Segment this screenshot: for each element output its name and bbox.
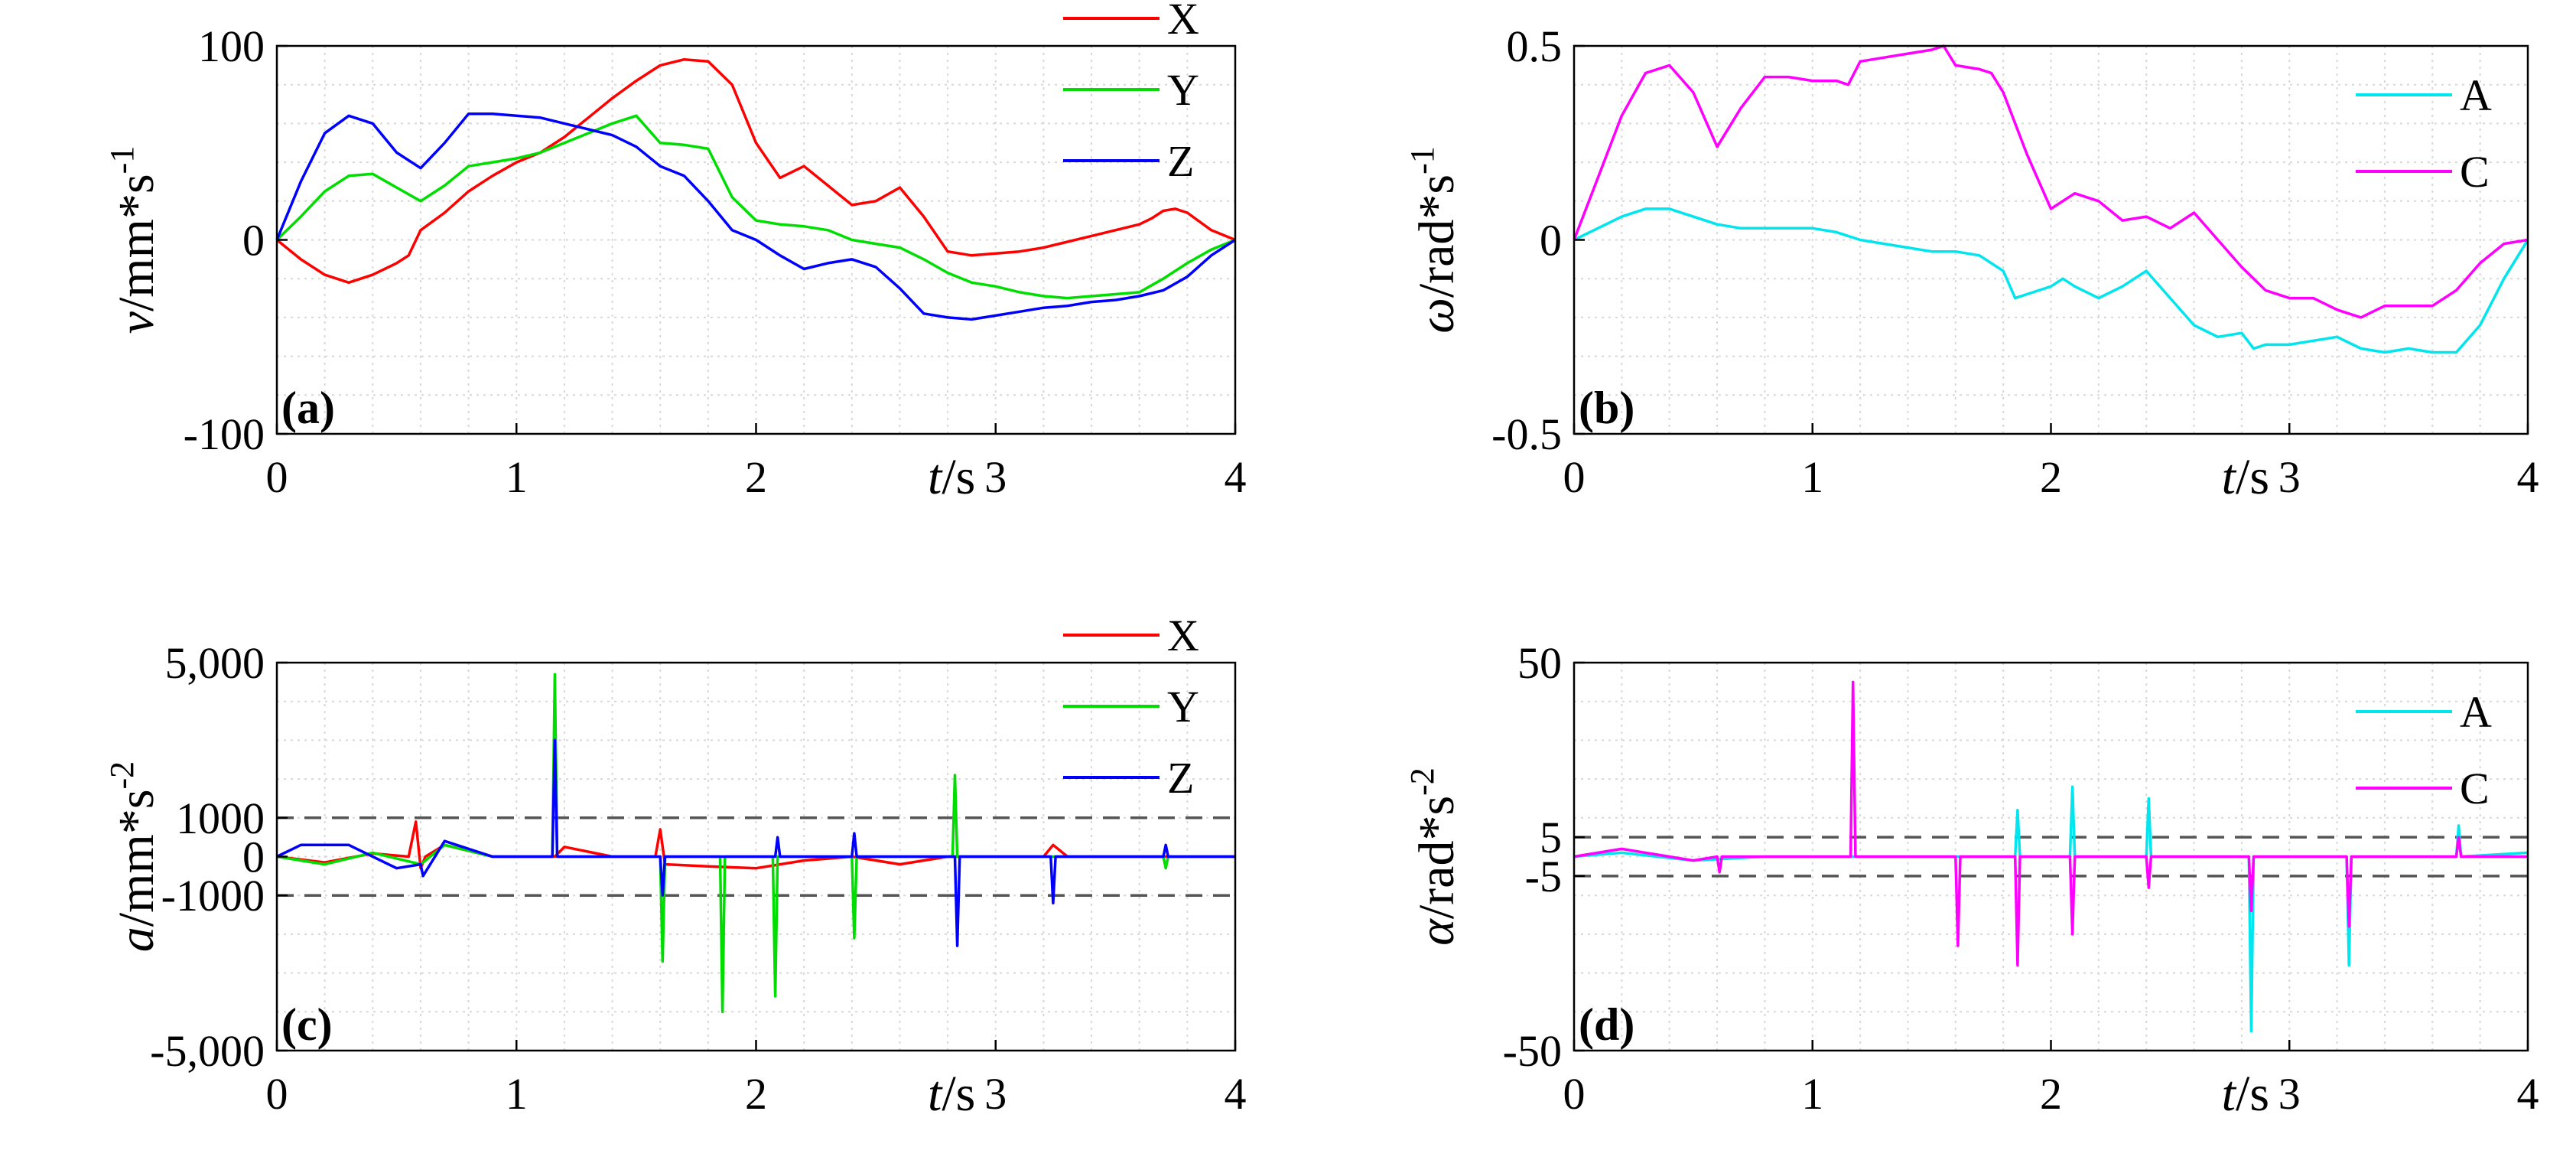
series-line-c [1573,44,2529,319]
y-tick-label: 5 [1540,813,1562,862]
chart-panel-c: 0 1 2 3 45,00010000-1000-5,000t/sa/mm*s-2(c)… [103,611,1247,1122]
x-tick-label: 0 [1563,1069,1586,1119]
legend-label-x: X [1167,611,1199,660]
x-tick-label: 3 [984,452,1007,502]
x-axis-label: t/s [2222,1066,2269,1122]
x-tick-label: 3 [2278,1069,2301,1119]
x-tick-label: 2 [2040,452,2062,502]
series-line-x [275,57,1236,285]
y-tick-label: -0.5 [1491,409,1562,459]
legend-label-z: Z [1167,753,1194,803]
y-axis-label-unit: /mm*s [109,174,164,311]
y-tick-label: 0 [242,833,265,882]
panel-label: (c) [281,999,333,1050]
y-axis-label-var: α [1409,918,1465,946]
x-axis-label-var: t [2222,1066,2237,1122]
y-tick-label: 50 [1517,638,1562,688]
series-line-x [276,820,1235,870]
y-tick-label: 0 [1540,216,1562,266]
x-tick-label: 3 [984,1069,1007,1119]
x-tick-label: 4 [2517,1069,2539,1119]
y-tick-label: -5 [1525,852,1562,901]
x-tick-label: 0 [1563,452,1586,502]
series-line-a [1573,207,2529,354]
x-axis-label-unit: /s [2236,449,2269,505]
x-axis-label-unit: /s [942,1066,975,1122]
y-tick-label: -5,000 [150,1026,265,1076]
legend-label-c: C [2460,147,2490,197]
series-line-z [276,738,1235,947]
y-axis-label-var: ω [1409,298,1465,334]
x-axis-label: t/s [928,1066,975,1122]
y-tick-label: 0 [242,216,265,266]
series-line-c [1573,680,2528,967]
y-tick-label: -1000 [161,871,265,921]
x-tick-label: 1 [1801,1069,1823,1119]
x-axis-label: t/s [2222,449,2269,505]
legend-label-y: Y [1167,65,1199,115]
legend-label-a: A [2460,70,2492,120]
x-tick-label: 1 [506,452,528,502]
x-axis-label-var: t [928,1066,943,1122]
x-axis-label: t/s [928,449,975,505]
y-axis-label-exponent: -1 [1403,146,1441,174]
y-axis-label-exponent: -2 [103,761,141,790]
x-tick-label: 4 [1225,452,1247,502]
y-axis-label-unit: /mm*s [109,789,164,927]
legend-label-a: A [2460,687,2492,737]
panel-label: (b) [1579,383,1634,433]
x-tick-label: 2 [2040,1069,2062,1119]
y-axis-label-unit: /rad*s [1409,174,1465,298]
legend-label-z: Z [1167,136,1194,186]
chart-panel-b: 0 1 2 3 40.50-0.5t/sω/rad*s-1(b)AC [1403,21,2539,505]
y-tick-label: 5,000 [165,638,265,688]
x-axis-label-unit: /s [2236,1066,2269,1122]
series-line-y [275,114,1236,300]
y-axis-label-exponent: -2 [1403,767,1441,796]
x-tick-label: 4 [2517,452,2539,502]
x-axis-label-var: t [928,449,943,505]
x-tick-label: 2 [745,452,767,502]
x-tick-label: 4 [1225,1069,1247,1119]
x-axis-label-var: t [2222,449,2237,505]
legend-label-c: C [2460,764,2490,813]
x-tick-label: 0 [266,1069,288,1119]
chart-panel-d: 0 1 2 3 4 50 5-5 -50 t/s α/rad*s-2 (d) AC [1403,638,2539,1122]
y-tick-label: 1000 [176,793,265,843]
legend-label-x: X [1167,0,1199,44]
panel-label: (d) [1579,999,1634,1050]
y-tick-label: -50 [1503,1026,1562,1076]
panel-label: (a) [281,383,335,433]
x-tick-label: 0 [266,452,288,502]
legend-label-y: Y [1167,682,1199,732]
x-tick-label: 3 [2278,452,2301,502]
y-axis-label-exponent: -1 [103,146,141,174]
y-axis-label: v/mm*s-1 [103,146,164,334]
series-line-z [275,112,1236,321]
y-axis-label-var: a [109,927,164,952]
y-tick-label: 100 [198,21,265,71]
y-tick-label: -100 [184,409,265,459]
y-axis-label: a/mm*s-2 [103,761,164,952]
x-tick-label: 1 [506,1069,528,1119]
y-axis-label-var: v [109,311,164,334]
y-axis-label-unit: /rad*s [1409,796,1465,919]
y-tick-label: 0.5 [1507,21,1563,71]
y-axis-label: ω/rad*s-1 [1403,146,1465,334]
x-tick-label: 2 [745,1069,767,1119]
x-tick-label: 1 [1801,452,1823,502]
x-axis-label-unit: /s [942,449,975,505]
y-axis-label: α/rad*s-2 [1403,767,1465,946]
